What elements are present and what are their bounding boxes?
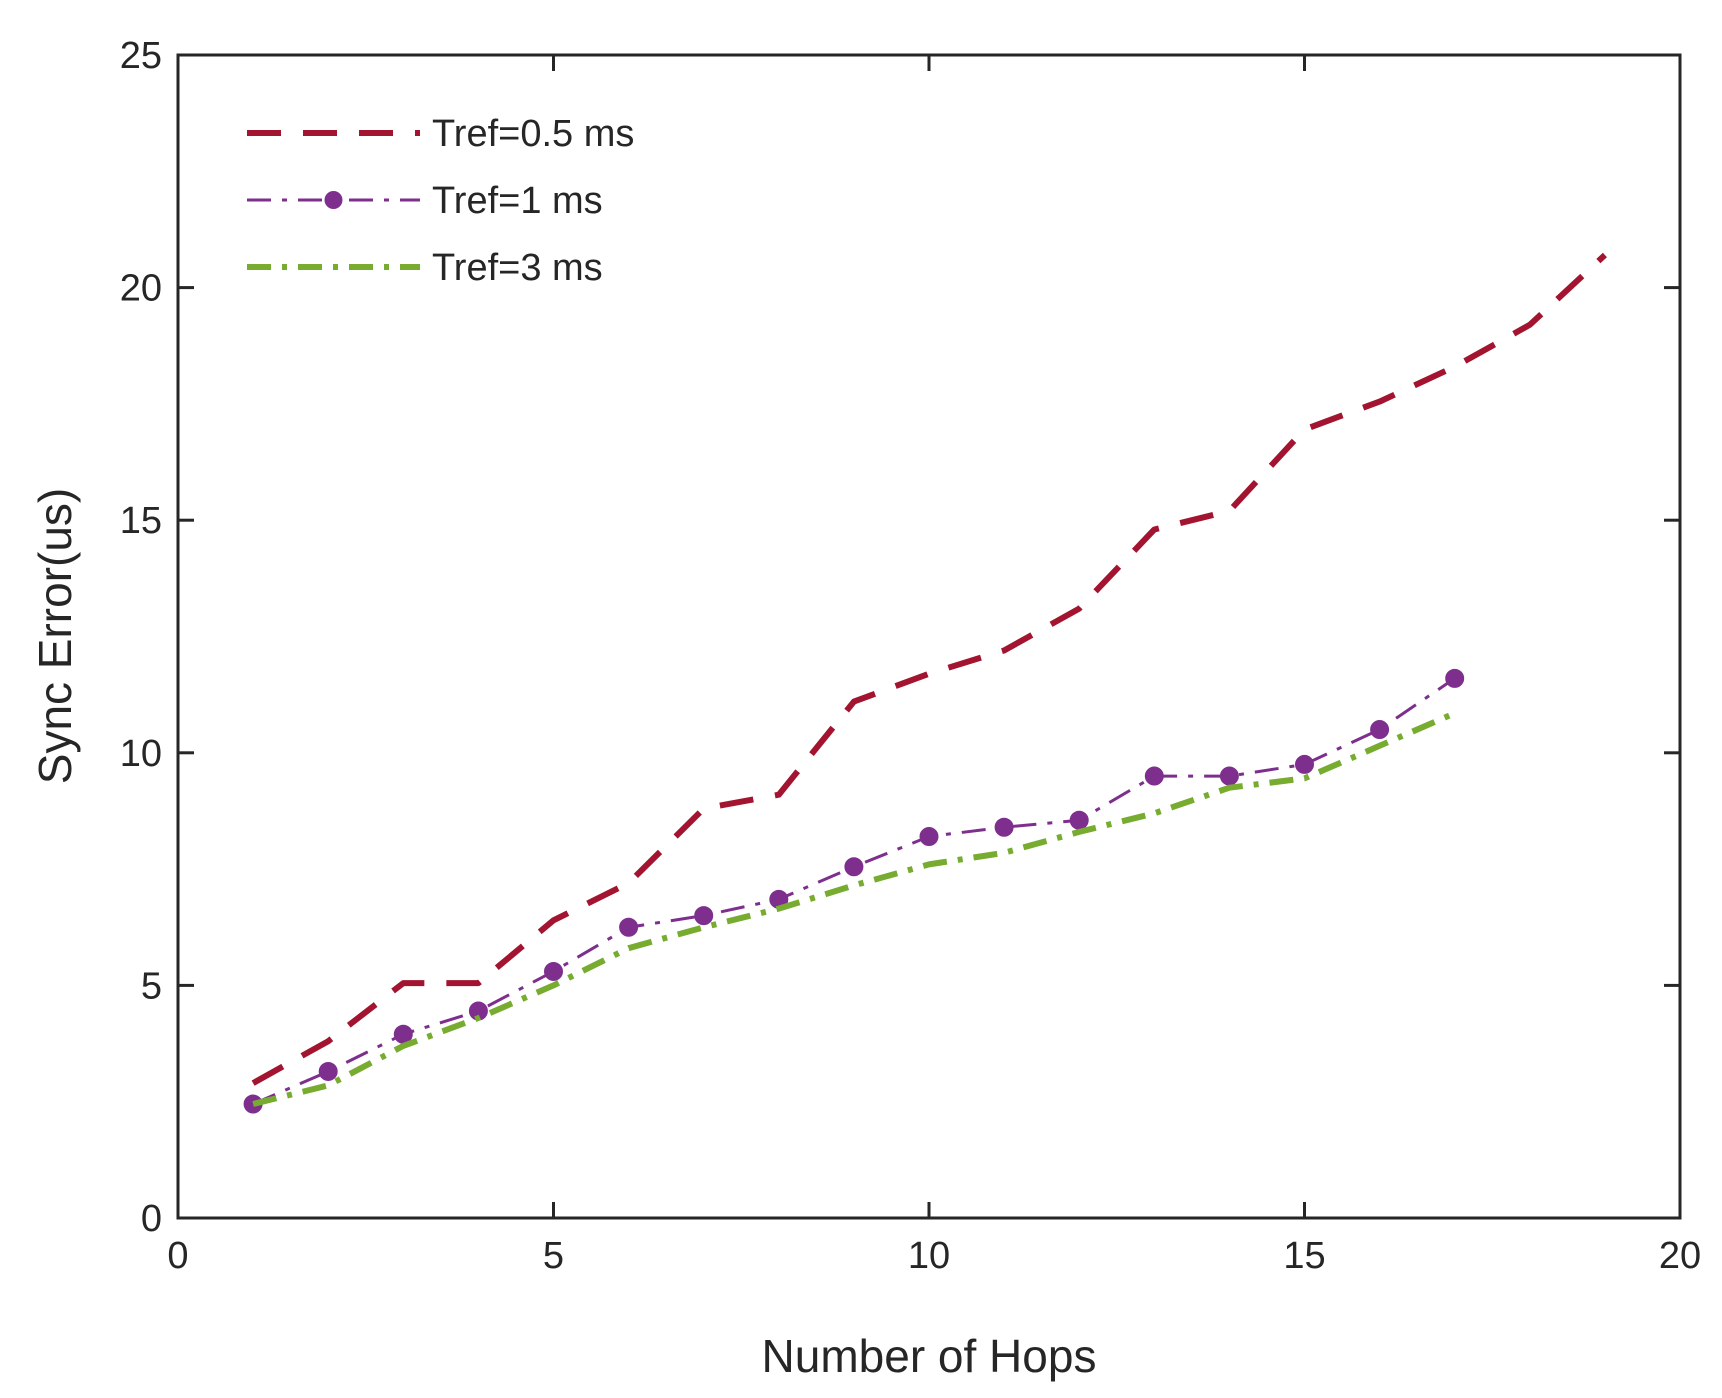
legend-label-0: Tref=0.5 ms [432,113,634,155]
legend-label-1: Tref=1 ms [432,180,603,222]
x-tick-label: 20 [1659,1235,1701,1277]
y-tick-label: 0 [141,1198,162,1240]
series-line-0 [251,252,1607,1086]
x-axis-label: Number of Hops [762,1330,1097,1382]
x-tick-label: 0 [167,1235,188,1277]
y-tick-label: 10 [120,733,162,775]
x-tick-label: 10 [908,1235,950,1277]
ticks-layer: 0 5 10 15 20 0 5 10 15 20 25 [120,35,1701,1277]
series-1-point [694,906,714,926]
y-tick-label: 5 [141,965,162,1007]
series-1-point [1445,668,1465,688]
series-1-point [1295,754,1314,774]
y-tick-label: 25 [120,35,162,77]
series-line-2 [252,710,1456,1107]
series-1-point [994,817,1014,837]
series-1-point [919,827,939,847]
series-1-point [1069,810,1089,830]
y-tick-label: 20 [120,268,162,310]
series-1-point [318,1061,338,1081]
y-axis-label: Sync Error(us) [29,488,81,784]
series-1-point [619,917,639,937]
legend-label-2: Tref=3 ms [432,247,603,289]
series-1-point [544,961,563,981]
series-layer [243,252,1607,1114]
legend: Tref=0.5 ms Tref=1 ms Tref=3 ms [247,113,634,289]
series-1-point [1144,766,1164,786]
series-1-point [844,857,864,877]
x-tick-label: 15 [1283,1235,1325,1277]
legend-marker-1 [324,191,343,209]
y-tick-label: 15 [120,500,162,542]
series-1-point [1219,766,1239,786]
series-1-point [1370,720,1390,740]
x-tick-label: 5 [543,1235,564,1277]
